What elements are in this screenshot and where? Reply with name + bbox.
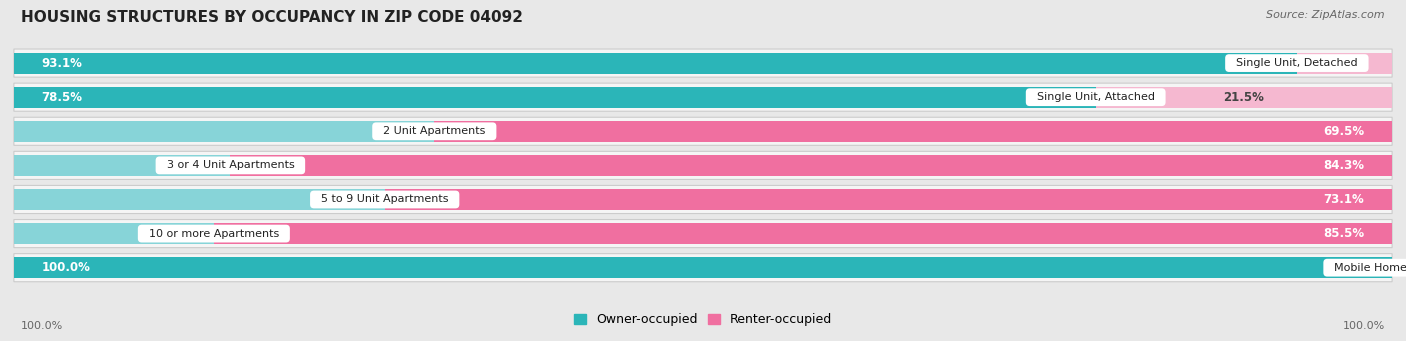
Text: Single Unit, Attached: Single Unit, Attached <box>1029 92 1161 102</box>
Text: 69.5%: 69.5% <box>1323 125 1364 138</box>
Text: 100.0%: 100.0% <box>42 261 90 274</box>
Text: 100.0%: 100.0% <box>1343 321 1385 331</box>
Text: 2 Unit Apartments: 2 Unit Apartments <box>377 126 492 136</box>
FancyBboxPatch shape <box>14 151 1392 179</box>
Text: 5 to 9 Unit Apartments: 5 to 9 Unit Apartments <box>314 194 456 205</box>
Bar <box>1296 53 1392 74</box>
Text: 26.9%: 26.9% <box>323 193 364 206</box>
Bar <box>14 121 434 142</box>
Text: 73.1%: 73.1% <box>1323 193 1364 206</box>
Text: 10 or more Apartments: 10 or more Apartments <box>142 228 285 239</box>
FancyBboxPatch shape <box>14 254 1392 282</box>
Text: 30.5%: 30.5% <box>373 125 413 138</box>
FancyBboxPatch shape <box>14 186 1392 213</box>
Bar <box>14 155 231 176</box>
Bar <box>14 223 214 244</box>
Text: 14.5%: 14.5% <box>152 227 193 240</box>
Text: 15.7%: 15.7% <box>169 159 209 172</box>
Text: 85.5%: 85.5% <box>1323 227 1364 240</box>
Bar <box>14 257 1392 278</box>
FancyBboxPatch shape <box>14 83 1392 111</box>
Text: 21.5%: 21.5% <box>1223 91 1264 104</box>
Text: 78.5%: 78.5% <box>42 91 83 104</box>
Text: 6.9%: 6.9% <box>1327 57 1361 70</box>
Bar <box>434 121 1392 142</box>
Text: Single Unit, Detached: Single Unit, Detached <box>1229 58 1365 68</box>
Text: Mobile Home / Other: Mobile Home / Other <box>1327 263 1406 273</box>
Text: 93.1%: 93.1% <box>42 57 83 70</box>
Text: 84.3%: 84.3% <box>1323 159 1364 172</box>
Bar <box>14 87 1095 108</box>
Text: HOUSING STRUCTURES BY OCCUPANCY IN ZIP CODE 04092: HOUSING STRUCTURES BY OCCUPANCY IN ZIP C… <box>21 10 523 25</box>
Text: 3 or 4 Unit Apartments: 3 or 4 Unit Apartments <box>159 160 301 170</box>
Text: Source: ZipAtlas.com: Source: ZipAtlas.com <box>1267 10 1385 20</box>
FancyBboxPatch shape <box>14 220 1392 248</box>
Bar <box>14 53 1296 74</box>
Legend: Owner-occupied, Renter-occupied: Owner-occupied, Renter-occupied <box>568 308 838 331</box>
FancyBboxPatch shape <box>14 49 1392 77</box>
Text: 100.0%: 100.0% <box>21 321 63 331</box>
Bar <box>14 189 385 210</box>
Bar <box>231 155 1392 176</box>
Bar <box>385 189 1392 210</box>
Bar <box>1095 87 1392 108</box>
FancyBboxPatch shape <box>14 117 1392 145</box>
Bar <box>214 223 1392 244</box>
